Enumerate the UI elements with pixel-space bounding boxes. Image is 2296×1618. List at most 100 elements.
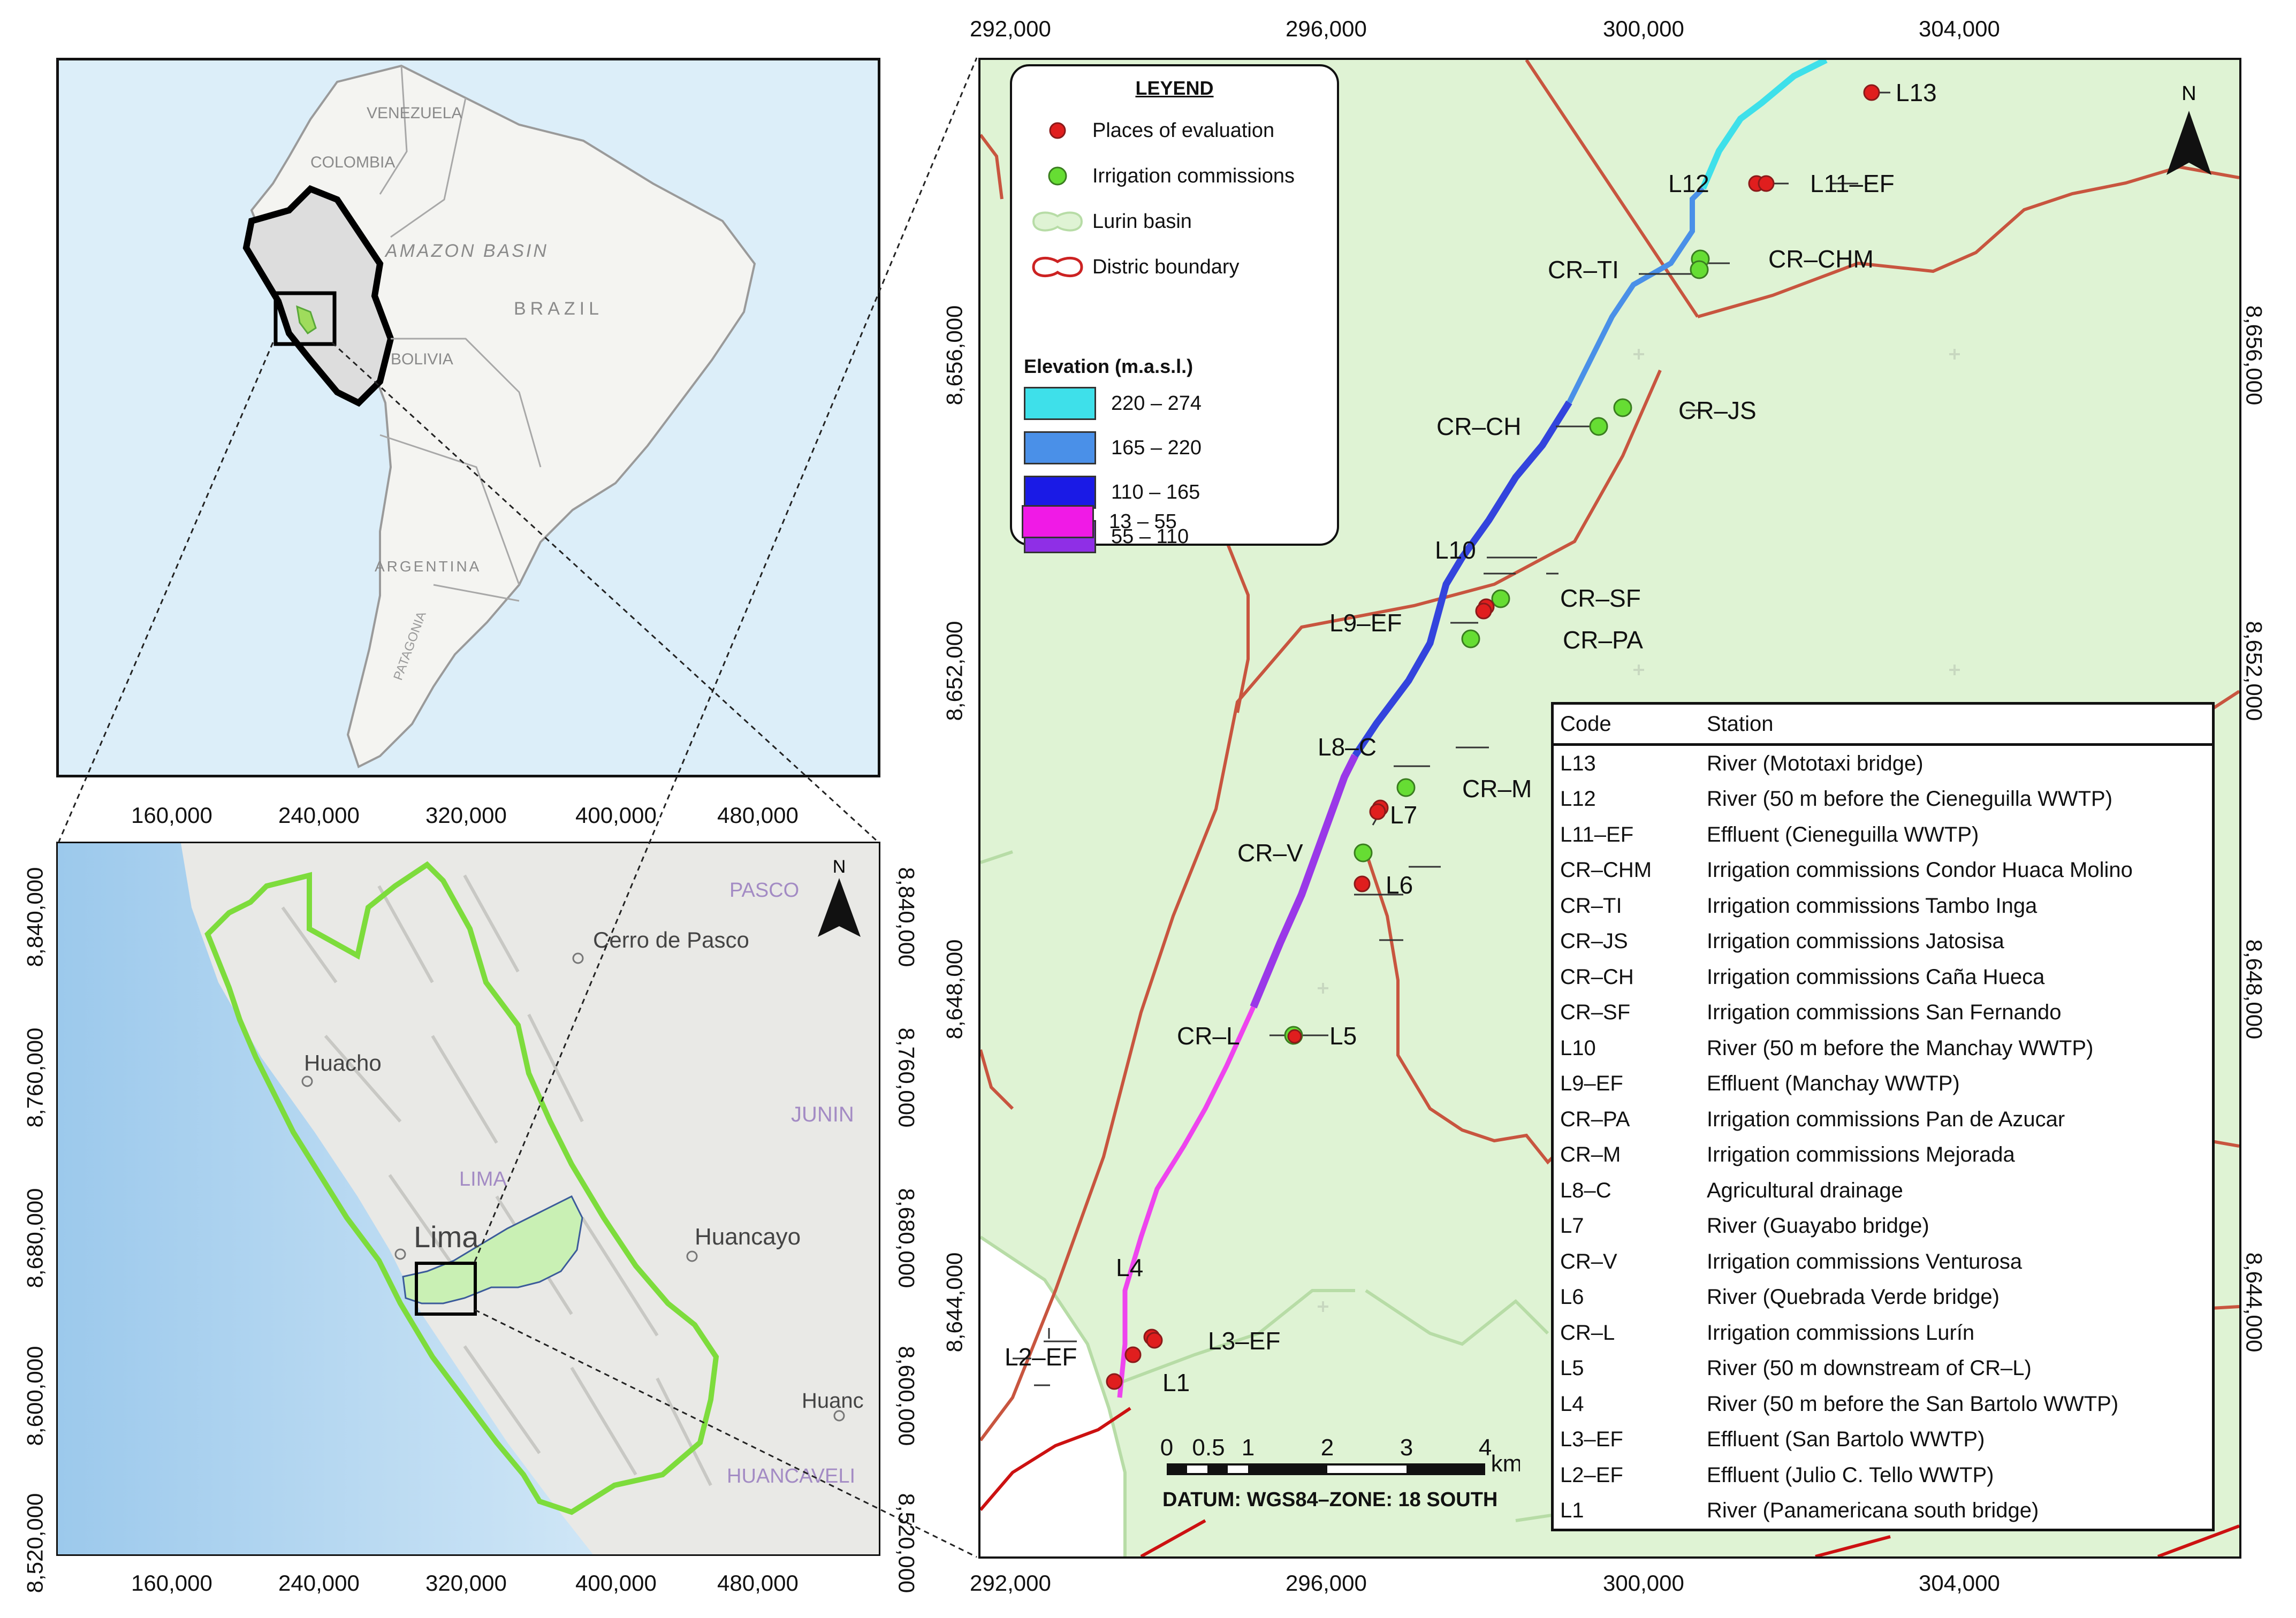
regional-xtick-top: 400,000 bbox=[575, 803, 657, 828]
station-label: L12 bbox=[1668, 170, 1709, 197]
regional-label-huanc: Huanc bbox=[802, 1389, 864, 1413]
station-label: CR–CHM bbox=[1768, 245, 1874, 273]
legend-label: Irrigation commissions bbox=[1092, 164, 1295, 187]
station-marker-cr-js[interactable] bbox=[1613, 398, 1632, 417]
river-110-165 bbox=[1352, 400, 1572, 758]
table-cell-code: L4 bbox=[1560, 1392, 1584, 1416]
station-marker-cr-pa[interactable] bbox=[1461, 629, 1480, 648]
leader-lines bbox=[1013, 91, 1890, 1386]
station-label: L3–EF bbox=[1208, 1327, 1281, 1355]
station-label: L5 bbox=[1329, 1022, 1357, 1050]
station-label: CR–CH bbox=[1436, 413, 1521, 440]
river-220-274 bbox=[1700, 60, 1828, 190]
elevation-item: 110 – 165 bbox=[1024, 476, 1200, 509]
elevation-label: 220 – 274 bbox=[1111, 392, 1202, 415]
scale-unit: km bbox=[1491, 1451, 1520, 1477]
table-row: CR–M Irrigation commissions Mejorada bbox=[1554, 1138, 2212, 1173]
ocean bbox=[58, 843, 593, 1554]
regional-label-huacho: Huacho bbox=[304, 1050, 382, 1075]
station-marker-cr-v[interactable] bbox=[1354, 843, 1373, 863]
station-label: CR–M bbox=[1462, 775, 1532, 803]
river-55-110 bbox=[1250, 753, 1359, 1009]
legend-label: Distric boundary bbox=[1092, 255, 1240, 278]
table-row: L4 River (50 m before the San Bartolo WWT… bbox=[1554, 1386, 2212, 1422]
table-row: L2–EF Effluent (Julio C. Tello WWTP) bbox=[1554, 1457, 2212, 1493]
station-marker-cr-ti[interactable] bbox=[1690, 260, 1709, 279]
regional-xtick-bottom: 240,000 bbox=[278, 1570, 360, 1596]
station-marker-l3-ef[interactable] bbox=[1146, 1332, 1163, 1349]
scale-label: 0 bbox=[1160, 1434, 1173, 1461]
station-label: CR–PA bbox=[1563, 626, 1643, 654]
station-label: L9–EF bbox=[1329, 609, 1402, 637]
main-ytick-right: 8,648,000 bbox=[2241, 939, 2267, 1040]
scale-bar: 0 0.5 1 2 3 4 km DATUM: WGS84–ZONE: 18 S… bbox=[1156, 1434, 1523, 1520]
table-cell-station: Irrigation commissions Venturosa bbox=[1707, 1249, 2023, 1273]
table-row: CR–TI Irrigation commissions Tambo Inga bbox=[1554, 888, 2212, 924]
regional-ytick-left: 8,600,000 bbox=[22, 1346, 48, 1446]
scale-bar-svg: 0 0.5 1 2 3 4 km DATUM: WGS84–ZONE: 18 S… bbox=[1160, 1434, 1523, 1511]
regional-ytick-right: 8,840,000 bbox=[894, 867, 919, 967]
station-marker-cr-m[interactable] bbox=[1396, 778, 1416, 797]
table-cell-code: L10 bbox=[1560, 1036, 1596, 1060]
table-cell-station: Irrigation commissions San Fernando bbox=[1707, 1001, 2062, 1025]
city-marker bbox=[572, 952, 584, 964]
north-arrow-icon bbox=[818, 878, 861, 937]
station-label: CR–V bbox=[1237, 839, 1303, 867]
table-cell-code: CR–SF bbox=[1560, 1001, 1631, 1025]
main-xtick-top: 296,000 bbox=[1286, 16, 1367, 41]
legend-label: Lurin basin bbox=[1092, 210, 1192, 233]
regional-xtick-top: 160,000 bbox=[131, 803, 212, 828]
regional-xtick-top: 480,000 bbox=[717, 803, 799, 828]
regional-xtick-bottom: 320,000 bbox=[425, 1570, 507, 1596]
regional-label-huancavelica: HUANCAVELI bbox=[727, 1465, 855, 1487]
elevation-swatch bbox=[1024, 476, 1096, 509]
outside-basin bbox=[980, 1237, 1125, 1556]
station-marker-l9-ef[interactable] bbox=[1475, 602, 1492, 620]
table-cell-code: CR–M bbox=[1560, 1143, 1621, 1167]
table-header-code: Code bbox=[1560, 712, 1611, 736]
table-row: CR–CH Irrigation commissions Caña Hueca bbox=[1554, 959, 2212, 995]
station-label: CR–TI bbox=[1548, 256, 1619, 284]
elevation-label: 13 – 55 bbox=[1109, 510, 1177, 533]
station-marker-l1[interactable] bbox=[1106, 1373, 1123, 1390]
table-cell-code: L11–EF bbox=[1560, 822, 1634, 846]
main-ytick-right: 8,644,000 bbox=[2241, 1252, 2267, 1353]
station-label: CR–JS bbox=[1678, 396, 1757, 424]
legend-item-irrigation: Irrigation commissions bbox=[1023, 160, 1295, 192]
station-label: L4 bbox=[1116, 1254, 1143, 1281]
scale-label: 2 bbox=[1321, 1434, 1334, 1461]
station-marker-l5[interactable] bbox=[1287, 1029, 1302, 1044]
station-label: L1 bbox=[1162, 1369, 1190, 1396]
table-cell-code: L3–EF bbox=[1560, 1428, 1623, 1452]
station-label: L8–C bbox=[1318, 733, 1377, 761]
table-row: CR–L Irrigation commissions Lurín bbox=[1554, 1315, 2212, 1351]
regional-label-lima-region: LIMA bbox=[459, 1168, 507, 1190]
table-cell-station: Effluent (Julio C. Tello WWTP) bbox=[1707, 1463, 1994, 1487]
station-marker-l13[interactable] bbox=[1863, 84, 1880, 101]
station-label: L2–EF bbox=[1005, 1343, 1077, 1371]
table-header-station: Station bbox=[1707, 712, 1774, 736]
regional-inset-box bbox=[415, 1262, 477, 1316]
scale-segment bbox=[1327, 1466, 1407, 1473]
overview-label-venezuela: VENEZUELA bbox=[367, 104, 462, 122]
table-cell-station: Effluent (Cieneguilla WWTP) bbox=[1707, 822, 1979, 846]
regional-ytick-right: 8,760,000 bbox=[894, 1027, 919, 1128]
regional-ytick-left: 8,760,000 bbox=[22, 1027, 48, 1128]
station-marker-cr-sf[interactable] bbox=[1491, 589, 1510, 608]
district-boundary bbox=[1697, 165, 2239, 318]
main-xtick-bottom: 292,000 bbox=[970, 1570, 1051, 1596]
green-dot-icon bbox=[1023, 160, 1092, 192]
station-marker-l2-ef[interactable] bbox=[1124, 1346, 1142, 1363]
elevation-label: 55 – 110 bbox=[1111, 525, 1189, 548]
station-marker-l6[interactable] bbox=[1354, 875, 1371, 892]
overview-label-bolivia: BOLIVIA bbox=[391, 350, 453, 368]
station-marker-cr-ch[interactable] bbox=[1589, 417, 1608, 436]
station-marker-l11-ef[interactable] bbox=[1758, 175, 1775, 192]
table-cell-station: River (50 m before the Manchay WWTP) bbox=[1707, 1036, 2094, 1060]
station-marker-l7[interactable] bbox=[1369, 803, 1386, 820]
table-cell-code: L1 bbox=[1560, 1499, 1584, 1523]
overview-label-argentina: ARGENTINA bbox=[375, 558, 481, 575]
regional-xtick-bottom: 400,000 bbox=[575, 1570, 657, 1596]
table-cell-code: L13 bbox=[1560, 751, 1596, 775]
table-header: Code Station bbox=[1554, 705, 2212, 746]
